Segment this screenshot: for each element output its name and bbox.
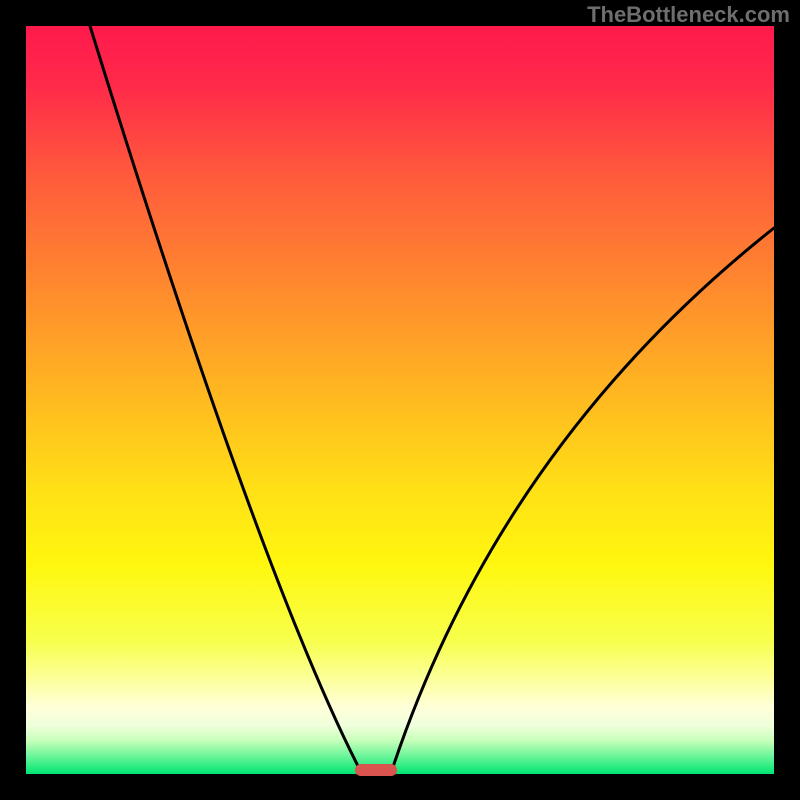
- bottleneck-marker: [355, 764, 397, 776]
- bottleneck-chart-svg: [0, 0, 800, 800]
- chart-stage: TheBottleneck.com: [0, 0, 800, 800]
- chart-plot-area: [26, 26, 774, 774]
